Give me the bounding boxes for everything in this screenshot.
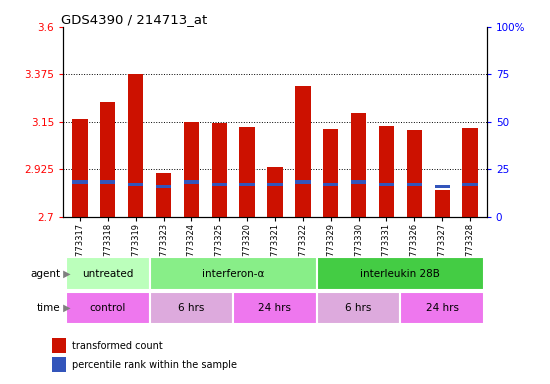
Bar <box>406 182 422 186</box>
Bar <box>212 123 227 217</box>
Bar <box>295 180 311 184</box>
Bar <box>434 190 450 217</box>
Text: percentile rank within the sample: percentile rank within the sample <box>72 360 236 370</box>
Bar <box>463 182 478 186</box>
Bar <box>239 127 255 217</box>
Bar <box>295 86 311 217</box>
Bar <box>184 122 199 217</box>
Bar <box>351 114 366 217</box>
Bar <box>351 180 366 184</box>
Bar <box>150 257 317 290</box>
Text: agent: agent <box>30 268 60 279</box>
Bar <box>267 182 283 186</box>
Text: 24 hrs: 24 hrs <box>426 303 459 313</box>
Bar <box>128 182 144 186</box>
Bar <box>317 257 484 290</box>
Bar <box>463 128 478 217</box>
Bar <box>156 185 171 189</box>
Bar <box>267 167 283 217</box>
Bar <box>317 292 400 324</box>
Bar <box>323 182 338 186</box>
Bar <box>72 119 87 217</box>
Text: 6 hrs: 6 hrs <box>178 303 205 313</box>
Bar <box>156 173 171 217</box>
Text: control: control <box>90 303 126 313</box>
Bar <box>434 185 450 189</box>
Text: 24 hrs: 24 hrs <box>258 303 292 313</box>
Text: time: time <box>37 303 60 313</box>
Bar <box>72 180 87 184</box>
Bar <box>406 131 422 217</box>
Text: interferon-α: interferon-α <box>202 268 265 279</box>
Bar <box>150 292 233 324</box>
Bar <box>212 182 227 186</box>
Text: 6 hrs: 6 hrs <box>345 303 372 313</box>
Bar <box>233 292 317 324</box>
Text: untreated: untreated <box>82 268 134 279</box>
Text: GDS4390 / 214713_at: GDS4390 / 214713_at <box>61 13 207 26</box>
Bar <box>52 338 66 353</box>
Bar <box>379 182 394 186</box>
Bar <box>100 180 116 184</box>
Bar <box>323 129 338 217</box>
Bar <box>379 126 394 217</box>
Bar <box>184 180 199 184</box>
Bar <box>52 357 66 372</box>
Bar <box>239 182 255 186</box>
Bar <box>100 102 116 217</box>
Text: ▶: ▶ <box>60 303 71 313</box>
Bar <box>400 292 484 324</box>
Text: ▶: ▶ <box>60 268 71 279</box>
Bar <box>66 292 150 324</box>
Bar <box>128 74 144 217</box>
Text: interleukin 28B: interleukin 28B <box>360 268 441 279</box>
Text: transformed count: transformed count <box>72 341 162 351</box>
Bar <box>66 257 150 290</box>
